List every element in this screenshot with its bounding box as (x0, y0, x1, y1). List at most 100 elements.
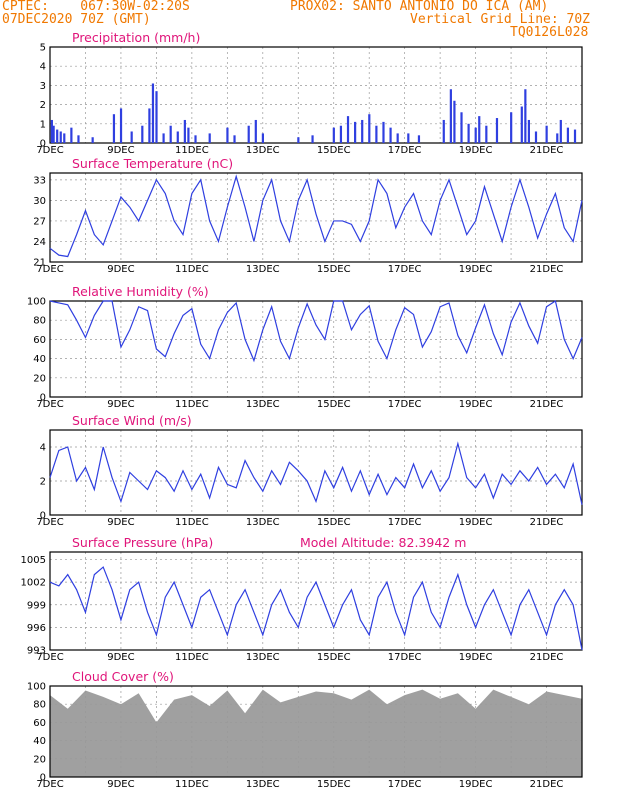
precip-bar (375, 125, 378, 143)
x-tick-label: 13DEC (246, 652, 280, 663)
x-tick-label: 7DEC (36, 264, 63, 275)
precip-bar (524, 89, 527, 143)
precip-bar (141, 125, 144, 143)
header-station: CPTEC: 067:30W-02:20S (2, 0, 190, 14)
y-tick-label: 5 (40, 43, 46, 54)
x-tick-label: 7DEC (36, 517, 63, 528)
x-tick-label: 15DEC (317, 517, 351, 528)
x-tick-label: 17DEC (388, 652, 422, 663)
precip-bar (162, 133, 165, 143)
precip-bar (233, 135, 236, 143)
precip-bar (261, 133, 264, 143)
y-tick-label: 4 (40, 443, 46, 454)
x-tick-label: 11DEC (175, 264, 209, 275)
x-tick-label: 13DEC (246, 145, 280, 156)
x-tick-label: 9DEC (107, 399, 134, 410)
y-tick-label: 21 (33, 258, 46, 269)
header-date: 07DEC2020 70Z (GMT) (2, 12, 151, 27)
x-tick-label: 11DEC (175, 399, 209, 410)
y-tick-label: 40 (33, 354, 46, 365)
precip-bar (332, 127, 335, 143)
x-tick-label: 21DEC (530, 264, 564, 275)
precip-bar (52, 125, 55, 143)
precip-bar (56, 129, 59, 143)
x-tick-label: 19DEC (459, 652, 493, 663)
precip-bar (130, 131, 133, 143)
header-location: PROX02: SANTO ANTONIO DO ICA (AM) (290, 0, 549, 14)
x-tick-label: 19DEC (459, 145, 493, 156)
precip-bar (59, 131, 62, 143)
x-tick-label: 15DEC (317, 779, 351, 790)
y-tick-label: 24 (33, 237, 46, 248)
precip-bar (460, 112, 463, 143)
precip-bar (169, 125, 172, 143)
precip-bar (417, 135, 421, 143)
x-tick-label: 9DEC (107, 517, 134, 528)
precip-bar (573, 129, 577, 143)
series-line (49, 566, 583, 651)
x-tick-label: 21DEC (530, 145, 564, 156)
precip-bar (368, 114, 371, 143)
panel-title: Precipitation (mm/h) (72, 30, 200, 45)
panel-frame (49, 300, 583, 398)
x-tick-label: 11DEC (175, 145, 209, 156)
x-tick-label: 11DEC (175, 517, 209, 528)
x-tick-label: 7DEC (36, 652, 63, 663)
precip-bar (77, 135, 80, 143)
precip-bar (545, 125, 548, 143)
y-tick-label: 20 (33, 754, 46, 765)
y-tick-label: 60 (33, 335, 46, 346)
x-tick-label: 15DEC (317, 264, 351, 275)
precip-bar (382, 121, 385, 143)
panel-title: Surface Pressure (hPa) (72, 535, 213, 550)
x-tick-label: 7DEC (36, 779, 63, 790)
y-tick-label: 993 (27, 646, 46, 657)
y-tick-label: 3 (40, 81, 46, 92)
y-tick-label: 0 (40, 773, 46, 784)
series-line (49, 174, 583, 258)
panel-frame (49, 429, 583, 516)
x-tick-label: 21DEC (530, 399, 564, 410)
x-tick-label: 19DEC (459, 264, 493, 275)
y-tick-label: 2 (40, 477, 46, 488)
y-tick-label: 0 (40, 139, 46, 150)
precip-bar (467, 123, 470, 143)
y-tick-label: 999 (27, 600, 46, 611)
precip-bar (495, 118, 499, 143)
y-tick-label: 996 (27, 623, 46, 634)
precip-bar (254, 119, 257, 143)
precip-bar (297, 137, 300, 143)
precip-bar (183, 119, 186, 143)
precip-bar (194, 135, 197, 143)
precip-bar (247, 125, 250, 143)
y-tick-label: 1 (40, 119, 46, 130)
x-tick-label: 17DEC (388, 779, 422, 790)
precip-bar (442, 119, 445, 143)
precip-bar (346, 116, 350, 143)
y-tick-label: 27 (33, 216, 46, 227)
precip-bar (407, 133, 410, 143)
precip-bar (50, 119, 53, 143)
y-tick-label: 0 (40, 511, 46, 522)
precip-bar (187, 127, 190, 143)
panel-title: Surface Wind (m/s) (72, 413, 192, 428)
panel-title: Cloud Cover (%) (72, 669, 174, 684)
y-tick-label: 100 (27, 297, 46, 308)
panel-frame (49, 172, 583, 263)
x-tick-label: 15DEC (317, 399, 351, 410)
y-tick-label: 0 (40, 393, 46, 404)
model-altitude-annotation: Model Altitude: 82.3942 m (300, 535, 466, 550)
precip-bar (453, 100, 456, 143)
precip-bar (527, 119, 530, 143)
cloud-cover-area (50, 689, 582, 777)
y-tick-label: 100 (27, 682, 46, 693)
x-tick-label: 17DEC (388, 517, 422, 528)
precip-bar (70, 127, 73, 143)
precip-bar (485, 125, 488, 143)
y-tick-label: 4 (40, 62, 46, 73)
precip-bar (91, 137, 94, 143)
y-tick-label: 1002 (21, 578, 46, 589)
header-model: TQ0126L028 (510, 25, 589, 40)
precip-bar (119, 108, 123, 143)
